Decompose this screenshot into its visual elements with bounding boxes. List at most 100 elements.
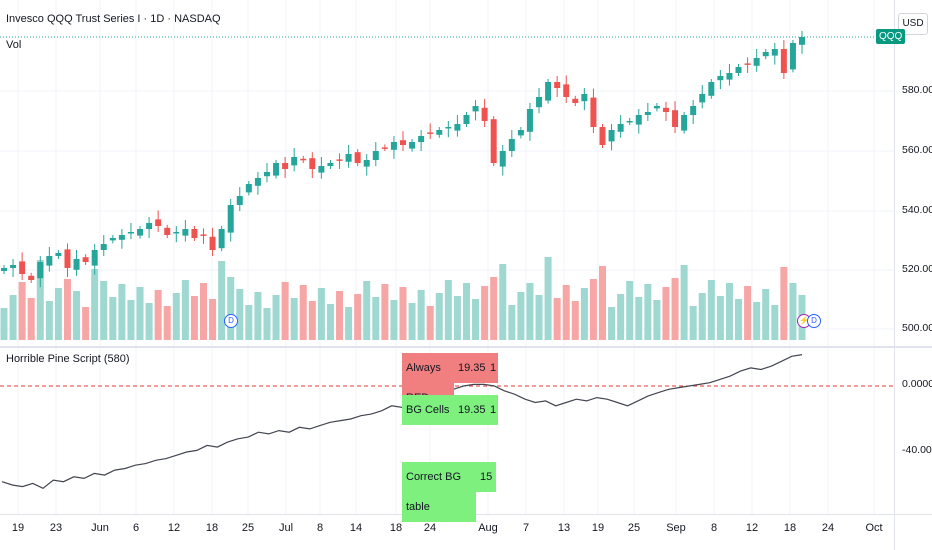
candle-body [254, 178, 261, 186]
candle-body [19, 261, 26, 274]
table3-count-cell: 15 [476, 462, 496, 492]
volume-bar [54, 288, 62, 340]
candle-body [526, 109, 533, 132]
table2-label-cell: BG Cells [402, 395, 454, 425]
candle-body [472, 106, 479, 112]
volume-bar [218, 261, 226, 340]
candle-body [309, 158, 316, 169]
volume-bar [27, 298, 35, 340]
time-axis-label: 7 [522, 522, 530, 534]
candle-body [517, 130, 524, 136]
candle-body [291, 157, 298, 166]
volume-bar [63, 279, 71, 340]
candle-body [109, 238, 116, 241]
currency-button[interactable]: USD [898, 13, 928, 35]
candle-body [363, 160, 370, 167]
candle-body [508, 139, 515, 151]
time-axis-label: 24 [821, 522, 835, 534]
volume-bar [608, 307, 616, 340]
volume-bar [499, 264, 507, 340]
volume-bar [689, 306, 697, 340]
volume-bar [254, 292, 262, 340]
volume-bar [789, 283, 797, 340]
candle-body [644, 112, 651, 115]
time-axis-label: 25 [241, 522, 255, 534]
candle-body [581, 94, 588, 102]
volume-bar [526, 283, 534, 340]
candle-body [463, 115, 470, 124]
candle-body [209, 236, 216, 250]
dividend-event-icon[interactable]: D [224, 314, 238, 328]
candle-body [617, 124, 624, 132]
price-axis-border [894, 0, 895, 550]
volume-bar [417, 290, 425, 340]
candle-body [799, 37, 805, 45]
volume-bar [154, 290, 162, 340]
candle-body [173, 232, 180, 234]
volume-bar [653, 300, 661, 340]
time-axis-label: Jul [278, 522, 294, 534]
candlesticks [1, 31, 805, 288]
volume-bar [136, 287, 144, 340]
candle-body [127, 232, 134, 234]
candle-body [400, 140, 406, 145]
candle-body [73, 259, 80, 270]
candle-body [481, 107, 488, 121]
candle-body [118, 235, 125, 240]
volume-bar [336, 291, 344, 340]
volume-bar [172, 293, 180, 340]
volume-bar [236, 289, 244, 340]
volume-bar [200, 283, 207, 340]
volume-bar [45, 301, 53, 340]
volume-bar [209, 299, 217, 340]
dividend-event-icon[interactable]: D [807, 314, 821, 328]
price-label: 520.00 [902, 263, 932, 275]
candle-body [699, 94, 706, 103]
volume-bar [644, 284, 652, 340]
volume-bar [671, 278, 679, 340]
volume-bar [263, 308, 271, 340]
table2-count-cell: 1 [486, 395, 498, 425]
volume-label[interactable]: Vol [6, 39, 22, 51]
volume-bar [571, 301, 579, 340]
volume-bar [426, 306, 434, 340]
time-axis-label: 18 [205, 522, 219, 534]
volume-bar [290, 298, 298, 340]
candle-body [608, 130, 615, 142]
candle-body [300, 158, 307, 161]
candle-body [762, 52, 769, 57]
volume-bar [308, 301, 316, 340]
time-axis-label: 24 [423, 522, 437, 534]
candle-body [599, 127, 606, 145]
time-axis-label: 8 [316, 522, 324, 534]
indicator-axis-label: 0.0000 [902, 378, 932, 390]
candle-body [1, 268, 7, 271]
candle-body [554, 82, 561, 88]
volume-bar [562, 285, 570, 340]
candle-body [164, 227, 171, 235]
candle-body [137, 229, 144, 236]
volume-bar [91, 269, 99, 340]
volume-bar [462, 283, 470, 340]
indicator-title[interactable]: Horrible Pine Script (580) [6, 353, 130, 365]
time-axis-label: 19 [11, 522, 25, 534]
symbol-title[interactable]: Invesco QQQ Trust Series I · 1D · NASDAQ [6, 13, 221, 25]
table2-value-cell: 19.35 [454, 395, 486, 425]
indicator-axis-label: -40.00 [902, 444, 932, 456]
candle-body [436, 130, 443, 135]
candle-body [409, 142, 416, 149]
volume-bar [735, 299, 743, 340]
volume-bar [9, 295, 17, 340]
candle-body [10, 265, 17, 268]
candle-body [672, 110, 679, 127]
candle-body [273, 163, 280, 176]
candle-body [708, 82, 715, 96]
candle-body [717, 76, 724, 81]
volume-bar [716, 296, 724, 340]
volume-bar [73, 291, 81, 340]
pane-divider[interactable] [0, 346, 932, 348]
last-price-ticker-tag: QQQ [876, 29, 906, 44]
price-label: 560.00 [902, 144, 932, 156]
candle-body [381, 147, 388, 149]
volume-bar [762, 289, 770, 340]
